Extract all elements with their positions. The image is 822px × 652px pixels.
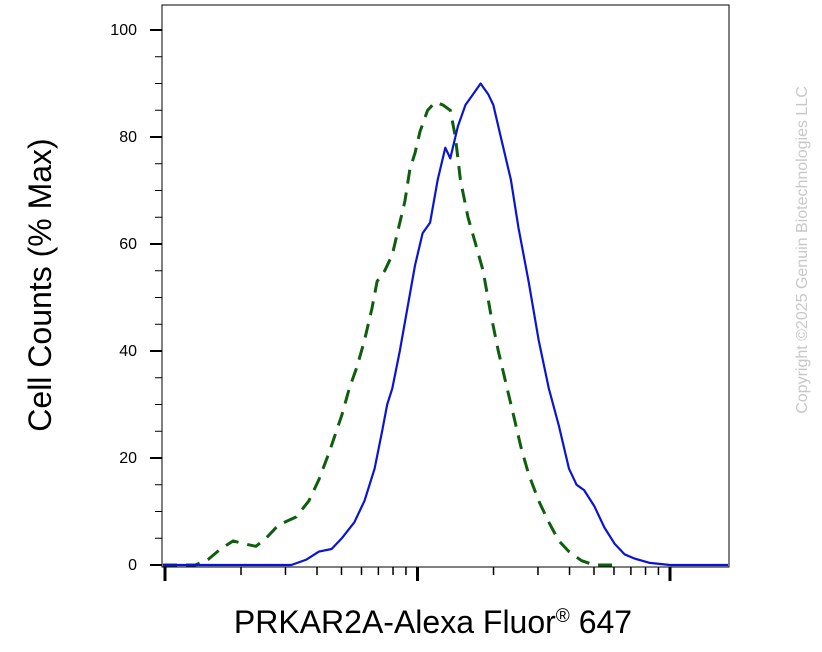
series-line-2 — [163, 82, 728, 567]
x-axis-title-suffix: 647 — [570, 604, 632, 640]
y-tick-label: 80 — [119, 129, 137, 146]
x-axis-ticks — [163, 567, 672, 581]
y-tick-label: 60 — [119, 236, 137, 253]
y-axis-ticks — [150, 29, 162, 566]
copyright-watermark: Copyright ©2025 Genuin Biotechnologies L… — [794, 86, 811, 414]
y-axis-title: Cell Counts (% Max) — [22, 138, 58, 431]
y-tick-label: 0 — [128, 557, 137, 574]
y-axis-tick-labels: 0 20 40 60 80 100 — [110, 22, 137, 574]
series-line-1 — [163, 100, 620, 567]
x-axis-title-registered-mark: ® — [556, 606, 570, 627]
x-axis-title: PRKAR2A-Alexa Fluor® 647 — [234, 604, 632, 640]
y-tick-label: 100 — [110, 22, 137, 39]
histogram-series — [163, 82, 728, 567]
y-tick-label: 20 — [119, 450, 137, 467]
plot-area — [161, 4, 730, 568]
y-tick-label: 40 — [119, 343, 137, 360]
x-axis-title-main: PRKAR2A-Alexa Fluor — [234, 604, 556, 640]
